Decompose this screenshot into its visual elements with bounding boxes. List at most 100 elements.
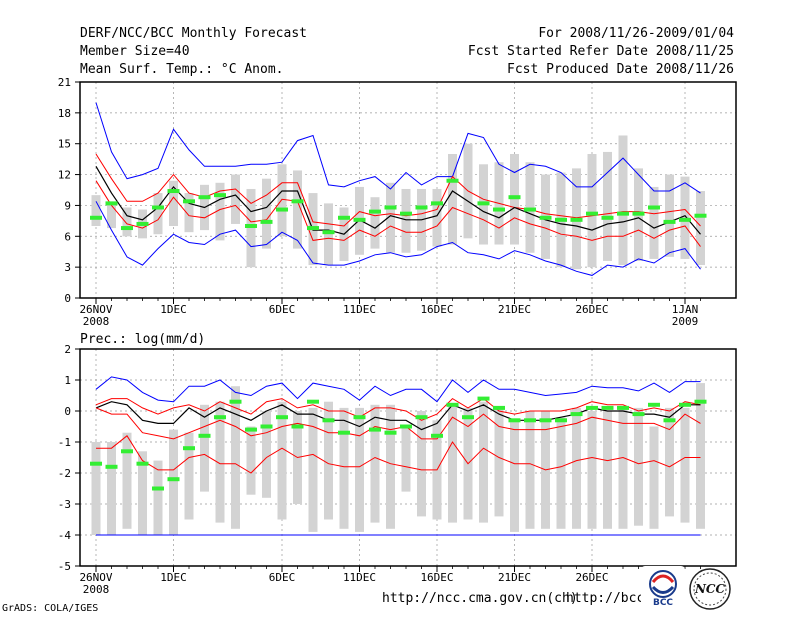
prec-observed-marker [694,399,707,404]
prec-ensemble-bar [370,404,380,523]
prec-observed-marker [477,396,490,401]
prec-ytick-label: 2 [64,343,71,356]
prec-observed-marker [183,446,195,451]
prec-ensemble-bar [122,432,132,529]
prec-ensemble-bar [510,420,519,532]
temp-ensemble-bar [587,154,597,268]
prec-ensemble-bar [401,426,411,492]
temp-observed-marker [617,211,629,216]
prec-xtick-label: 21DEC [498,571,531,584]
temp-xtick-label: 16DEC [420,303,453,316]
temp-ensemble-bar [293,170,302,249]
temp-xtick-sublabel: 2008 [83,315,110,328]
prec-observed-marker [570,412,583,417]
temp-ensemble-bar [262,178,271,249]
prec-observed-marker [415,415,428,420]
prec-ytick-label: 0 [64,405,71,418]
prec-ensemble-bar [696,383,705,529]
temp-series-max-line [95,102,701,194]
prec-ensemble-bar [169,429,178,535]
temp-ensemble-bar [246,188,256,268]
prec-panel-title: Prec.: log(mm/d) [80,332,206,347]
ncc-url-link[interactable]: http://ncc.cma.gov.cn(ch) [382,591,578,606]
temp-ensemble-bar [401,188,411,253]
prec-xtick-sublabel: 2008 [83,583,110,596]
temp-ensemble-bar [386,182,395,253]
bcc-url-link[interactable]: http://bcc. [566,591,653,606]
temp-ytick-label: 15 [58,138,71,151]
prec-observed-marker [121,449,133,454]
prec-ensemble-bar [277,401,287,520]
temp-observed-marker [694,213,707,218]
temp-ytick-label: 0 [64,292,71,305]
prec-xtick-label: 16DEC [420,571,453,584]
temp-ensemble-bar [525,162,535,253]
prec-ensemble-bar [618,407,628,529]
temp-observed-marker [198,195,211,200]
temp-observed-marker [105,201,118,206]
prec-ensemble-bar [634,407,643,526]
prec-ensemble-bar [246,426,256,495]
temp-observed-marker [322,230,335,235]
temp-xtick-label: 6DEC [269,303,296,316]
temp-xtick-label: 1JAN [672,303,699,316]
prec-xtick-label: 6DEC [269,571,296,584]
temp-xtick-sublabel: 2009 [672,315,699,328]
prec-ensemble-bar [649,426,659,529]
prec-ensemble-bar [107,442,116,535]
prec-ensemble-bar [417,411,426,517]
prec-ytick-label: -5 [58,560,71,573]
temp-ytick-label: 18 [58,107,71,120]
prec-observed-marker [276,415,288,420]
temp-xtick-label: 26DEC [575,303,608,316]
prec-ytick-label: -4 [58,529,72,542]
forecast-produced-date: Fcst Produced Date 2008/11/26 [507,62,734,77]
prec-observed-marker [260,424,273,429]
temp-observed-marker [384,205,397,210]
temp-observed-marker [121,226,133,231]
prec-observed-marker [663,418,676,423]
ncc-logo-text: NCC [694,582,726,596]
prec-ensemble-bar [231,386,240,529]
prec-xtick-label: 1DEC [160,571,187,584]
temp-observed-marker [632,211,645,216]
prec-ytick-label: -2 [58,467,71,480]
prec-ytick-label: 1 [64,374,71,387]
chart-title: DERF/NCC/BCC Monthly Forecast [80,26,307,41]
temp-observed-marker [307,226,319,231]
temp-observed-marker [431,201,443,206]
prec-observed-marker [555,418,567,423]
bcc-logo-text: BCC [652,598,674,608]
temp-observed-marker [353,217,366,222]
temp-observed-marker [214,193,226,198]
temp-observed-marker [508,195,521,200]
prec-observed-marker [462,415,474,420]
temp-series-p25-line [95,180,701,247]
forecast-start-date: Fcst Started Refer Date 2008/11/25 [467,44,734,59]
temp-observed-marker [276,207,288,212]
prec-observed-marker [431,433,443,438]
temp-observed-marker [400,211,412,216]
temp-ensemble-bar [153,193,163,235]
prec-observed-marker [105,464,118,469]
prec-series-p25-line [95,407,701,440]
prec-ensemble-bar [587,411,597,529]
prec-ensemble-bar [153,460,163,535]
prec-observed-marker [90,461,102,466]
prec-ensemble-bar [339,407,349,529]
temp-ensemble-bar [665,174,674,257]
temp-ytick-label: 6 [64,230,71,243]
prec-observed-marker [586,405,598,410]
temp-ensemble-bar [696,191,705,266]
prec-ensemble-bar [262,411,271,498]
prec-series-mean-line [95,401,701,431]
prec-observed-marker [136,461,149,466]
temp-ensemble-bar [231,174,240,224]
prec-xtick-label: 26DEC [575,571,608,584]
prec-observed-marker [322,418,335,423]
temp-observed-marker [183,199,195,204]
prec-observed-marker [384,430,397,435]
temp-xtick-label: 26NOV [79,303,112,316]
temp-observed-marker [245,224,257,228]
